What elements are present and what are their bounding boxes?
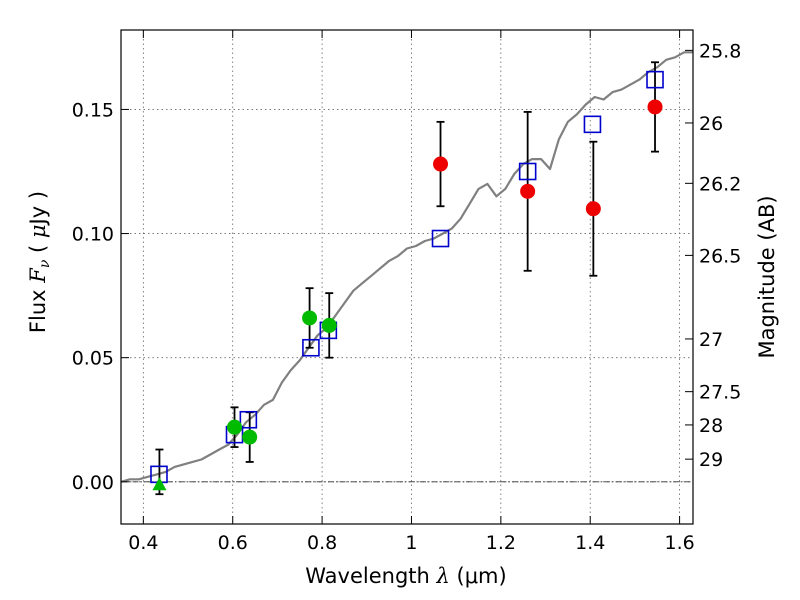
data-markers [150,70,664,491]
model-photometry-square [646,70,664,89]
model-photometry-square [302,338,320,357]
model-photometry-square [518,162,537,181]
y-tick-label: 0.10 [72,224,114,246]
optical-data-point [227,419,243,435]
x-tick-label: 1.2 [486,532,516,554]
near-ir-data-point [433,156,449,172]
y-axis-title: Flux Fν ( μJy ) [26,191,53,333]
optical-data-point [321,317,337,333]
y2-tick-label: 25.8 [699,40,741,62]
y2-tick-label: 26.2 [699,173,741,195]
near-ir-data-point [647,99,663,115]
y-tick-label: 0.00 [72,472,114,494]
y2-tick-label: 26.5 [699,245,741,267]
optical-data-point [302,310,318,326]
near-ir-data-point [585,201,601,217]
x-tick-labels: 0.4 0.6 0.8 1 1.2 1.4 1.6 [128,532,694,554]
x-tick-label: 1.4 [575,532,605,554]
optical-data-point [242,429,258,445]
model-photometry-square [583,115,602,134]
x-tick-label: 0.4 [128,532,158,554]
model-photometry-square [239,410,258,429]
x-tick-label: 0.6 [218,532,248,554]
y-tick-labels: 0.00 0.05 0.10 0.15 [72,99,114,493]
y2-axis-title: Magnitude (AB) [755,195,779,358]
x-tick-label: 1.6 [664,532,694,554]
y2-tick-labels: 25.8 26 26.2 26.5 27 27.5 28 29 [699,40,741,471]
model-spectrum-line [120,51,693,483]
x-axis-title: Wavelength λ (μm) [305,564,506,588]
y2-tick-label: 28 [699,415,723,437]
y2-tick-label: 29 [699,449,723,471]
tick-marks [121,30,693,524]
near-ir-data-point [520,183,536,199]
model-photometry-square [431,229,450,248]
model-spectrum [120,51,693,483]
y-tick-label: 0.05 [72,348,114,370]
y2-tick-label: 27.5 [699,382,741,404]
y2-tick-label: 27 [699,329,723,351]
upper-limit-triangle [152,477,167,491]
y2-tick-label: 26 [699,113,723,135]
y-tick-label: 0.15 [72,99,114,121]
x-tick-label: 1 [405,532,417,554]
x-tick-label: 0.8 [307,532,337,554]
plot-frame [120,29,694,525]
